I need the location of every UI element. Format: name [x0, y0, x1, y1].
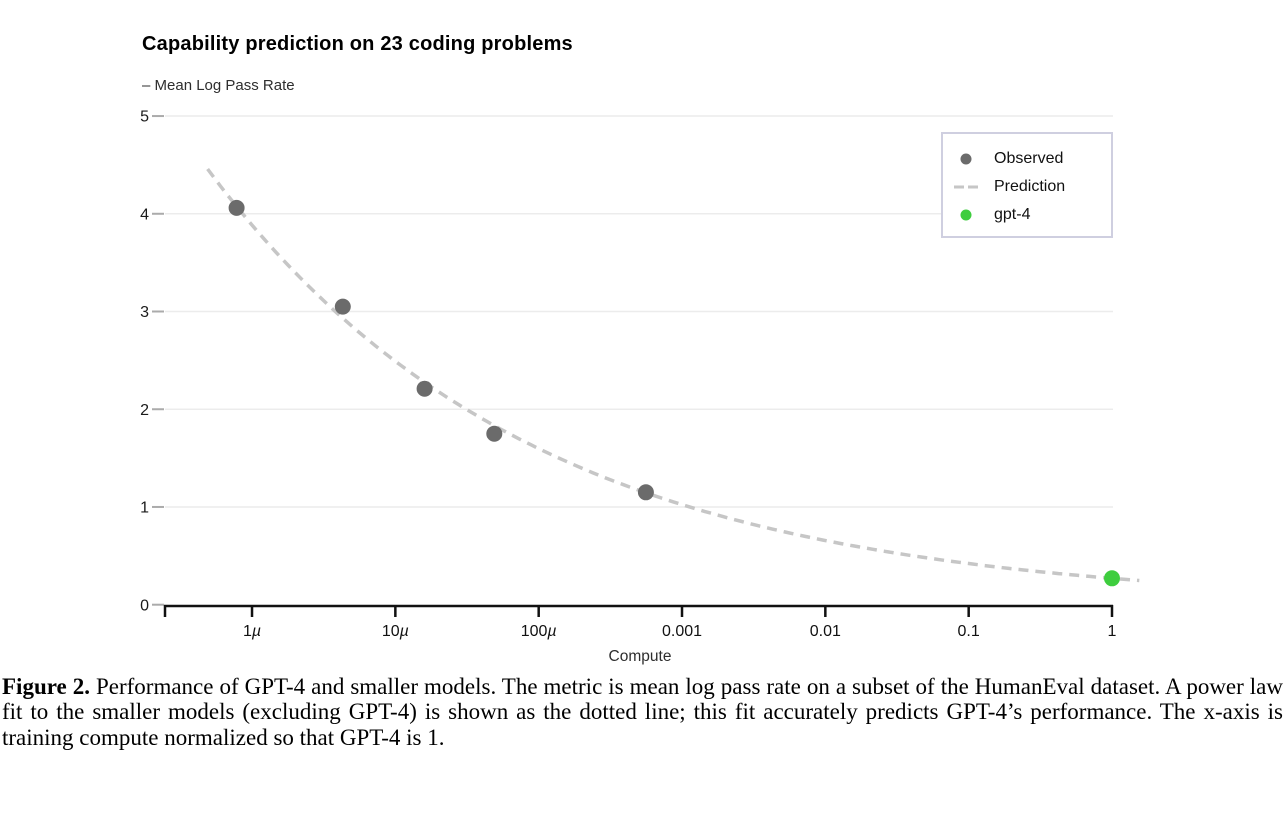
chart-title: Capability prediction on 23 coding probl…: [142, 33, 573, 55]
observed-dot-icon: [960, 153, 972, 165]
y-tick-label: 5: [140, 109, 149, 126]
x-tick-label: 1µ: [243, 623, 261, 640]
legend-label-prediction: Prediction: [994, 178, 1066, 195]
y-tick-label: 3: [140, 304, 149, 321]
gpt4-dot-icon: [960, 209, 972, 221]
y-axis-ticks: 0 1 2 3 4 5: [140, 109, 164, 614]
observed-point: [486, 425, 503, 442]
observed-point: [334, 298, 351, 315]
prediction-curve: [206, 167, 1140, 583]
x-tick-label: 0.001: [662, 623, 702, 640]
observed-point: [228, 199, 245, 216]
x-axis-label: Compute: [609, 648, 672, 665]
x-tick-label: 0.1: [958, 623, 980, 640]
x-tick-label: 100µ: [521, 623, 557, 640]
x-axis: 1µ 10µ 100µ 0.001 0.01 0.1 1: [163, 604, 1117, 640]
x-tick-label: 10µ: [382, 623, 409, 640]
y-tick-label: 1: [140, 500, 149, 517]
caption-label: Figure 2.: [2, 674, 90, 699]
caption-text: Performance of GPT-4 and smaller models.…: [2, 674, 1284, 750]
x-tick-label: 0.01: [810, 623, 841, 640]
data-points: [228, 199, 1120, 587]
y-tick-label: 2: [140, 402, 149, 419]
legend-item-observed: Observed: [943, 145, 1111, 173]
observed-point: [637, 484, 654, 501]
legend-item-gpt4: gpt-4: [943, 201, 1111, 229]
prediction-dash-icon: [954, 185, 978, 189]
observed-point: [416, 380, 433, 397]
prediction-curve-path: [206, 167, 1140, 583]
gpt4-point: [1104, 570, 1120, 587]
legend-label-observed: Observed: [994, 150, 1064, 167]
legend: Observed Prediction gpt-4: [941, 132, 1113, 238]
y-tick-label: 0: [140, 597, 149, 614]
legend-label-gpt4: gpt-4: [994, 206, 1031, 223]
y-axis-title: – Mean Log Pass Rate: [142, 77, 295, 94]
x-tick-label: 1: [1108, 623, 1117, 640]
legend-item-prediction: Prediction: [943, 173, 1111, 201]
gridlines: [165, 115, 1113, 508]
y-tick-label: 4: [140, 206, 149, 223]
plot-area: 0 1 2 3 4 5 1µ 10µ 100µ 0.001 0.01 0.1 1 Compute: [140, 109, 1140, 665]
figure-caption: Figure 2. Performance of GPT-4 and small…: [2, 674, 1283, 750]
